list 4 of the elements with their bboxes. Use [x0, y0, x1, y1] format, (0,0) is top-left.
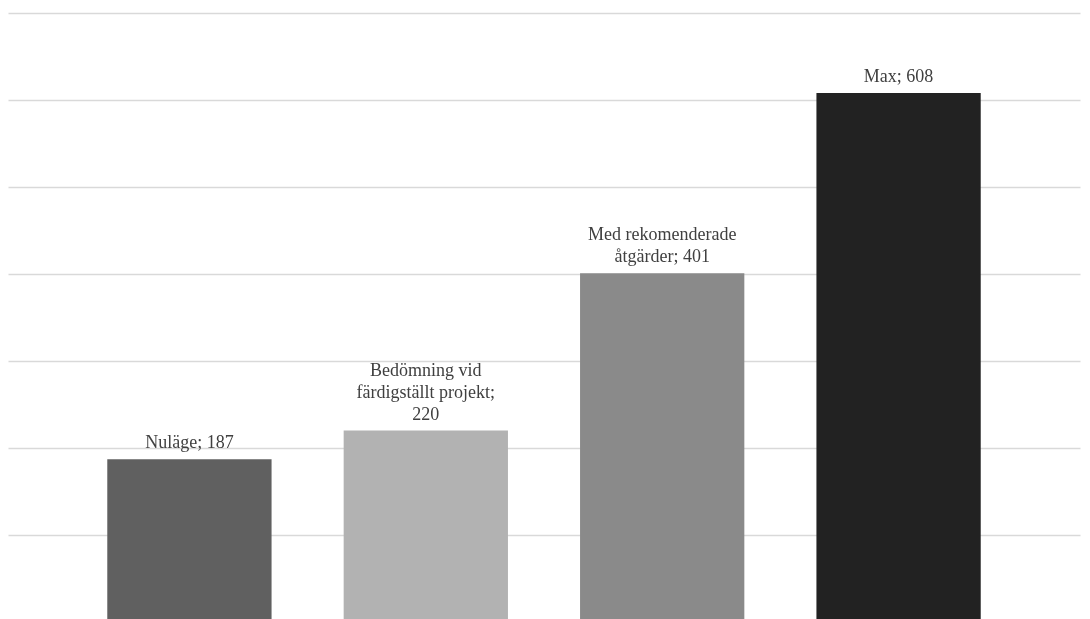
data-label: Nuläge; 187	[145, 432, 234, 453]
data-label: Med rekomenderade åtgärder; 401	[587, 224, 737, 267]
data-label: Bedömning vid färdigställt projekt; 220	[356, 359, 496, 424]
data-label: Max; 608	[863, 66, 934, 87]
